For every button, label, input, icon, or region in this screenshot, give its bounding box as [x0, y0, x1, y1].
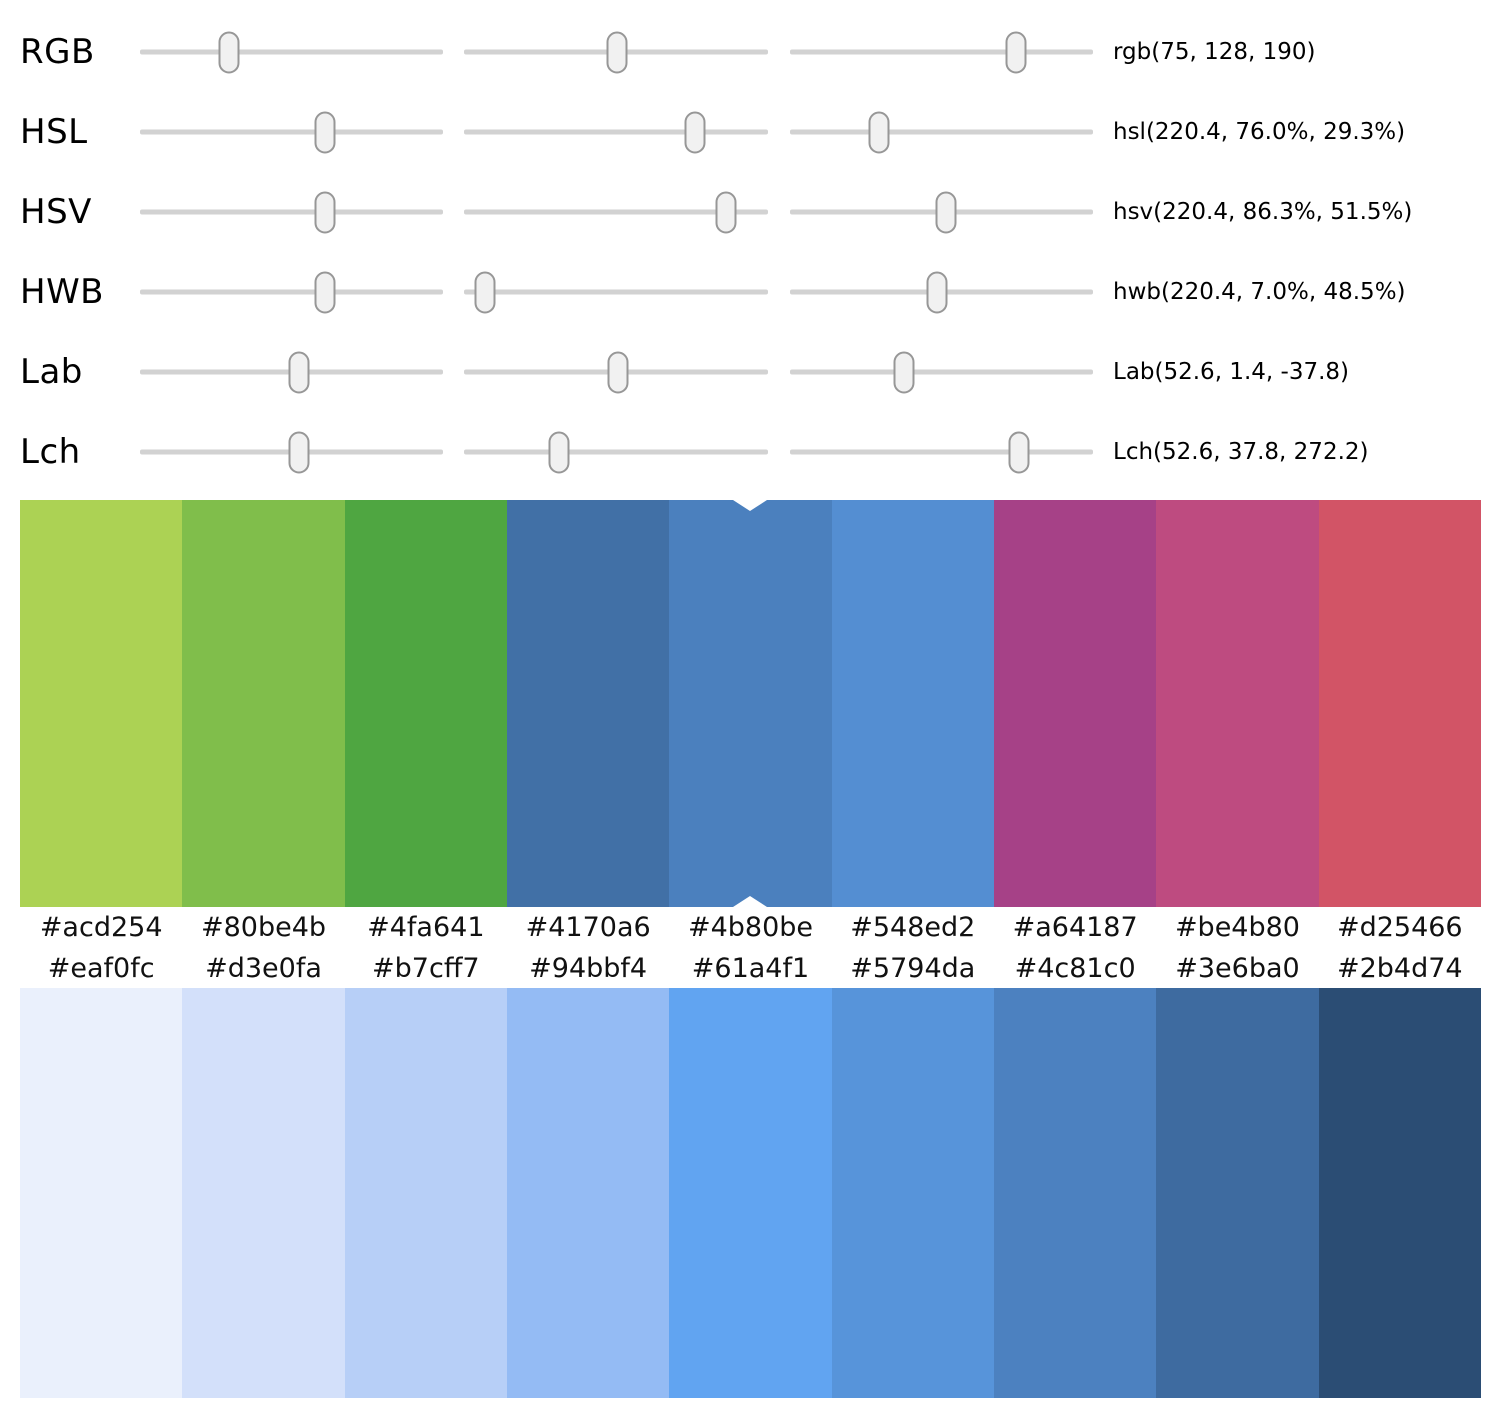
- scale-swatch[interactable]: [506, 500, 670, 907]
- scale-swatch[interactable]: [182, 500, 345, 907]
- swatch-hex-label: #b7cff7: [372, 952, 480, 984]
- swatch-hex-label: #4c81c0: [1014, 952, 1136, 984]
- hwb-value-readout: hwb(220.4, 7.0%, 48.5%): [1113, 279, 1406, 305]
- swatch-hex-label: #5794da: [850, 952, 976, 984]
- rgb-r-slider-thumb[interactable]: [218, 31, 240, 73]
- rgb-b-slider-track[interactable]: [790, 31, 1093, 73]
- scale-swatch[interactable]: [831, 500, 994, 907]
- hsv-h-slider-track[interactable]: [140, 191, 443, 233]
- hsv-h-slider-thumb[interactable]: [314, 191, 336, 233]
- hsv-v-slider-thumb[interactable]: [935, 191, 957, 233]
- colorspace-sliders-panel: RGB rgb(75, 128, 190) HSL hsl(220.4, 76.…: [0, 12, 1501, 492]
- lab-l-slider-track[interactable]: [140, 351, 443, 393]
- colorspace-label: HSL: [20, 112, 88, 152]
- colorspace-label: RGB: [20, 32, 95, 72]
- scale-swatch[interactable]: [993, 500, 1157, 907]
- selection-marker-top-icon: [733, 500, 768, 511]
- slider-row-lch: Lch Lch(52.6, 37.8, 272.2): [0, 412, 1501, 492]
- shade-swatch[interactable]: [344, 988, 507, 1398]
- swatch-hex-label: #548ed2: [850, 912, 976, 943]
- shade-swatch[interactable]: [20, 988, 183, 1398]
- hsv-s-slider-track[interactable]: [464, 191, 768, 233]
- rgb-b-slider-thumb[interactable]: [1005, 31, 1027, 73]
- shades-hex-labels: #eaf0fc #d3e0fa #b7cff7 #94bbf4 #61a4f1 …: [20, 948, 1481, 988]
- slider-row-rgb: RGB rgb(75, 128, 190): [0, 12, 1501, 92]
- swatch-hex-label: #d25466: [1336, 912, 1463, 943]
- lch-c-slider-track[interactable]: [464, 431, 768, 473]
- swatch-hex-label: #3e6ba0: [1175, 952, 1300, 984]
- hsv-v-slider-track[interactable]: [790, 191, 1093, 233]
- lch-value-readout: Lch(52.6, 37.8, 272.2): [1113, 439, 1369, 465]
- swatch-hex-label: #4fa641: [367, 912, 485, 943]
- hsv-value-readout: hsv(220.4, 86.3%, 51.5%): [1113, 199, 1413, 225]
- swatch-hex-label: #eaf0fc: [47, 952, 155, 984]
- lab-a-slider-track[interactable]: [464, 351, 768, 393]
- hue-scale-palette: [20, 500, 1481, 907]
- lch-h-slider-track[interactable]: [790, 431, 1093, 473]
- colorspace-label: Lch: [20, 432, 81, 472]
- swatch-hex-label: #4b80be: [687, 912, 813, 943]
- rgb-g-slider-track[interactable]: [464, 31, 768, 73]
- rgb-g-slider-thumb[interactable]: [606, 31, 628, 73]
- slider-row-hsv: HSV hsv(220.4, 86.3%, 51.5%): [0, 172, 1501, 252]
- hsl-value-readout: hsl(220.4, 76.0%, 29.3%): [1113, 119, 1406, 145]
- lch-c-slider-thumb[interactable]: [548, 431, 570, 473]
- lab-l-slider-thumb[interactable]: [288, 351, 310, 393]
- selection-marker-bottom-icon: [733, 896, 768, 907]
- slider-row-lab: Lab Lab(52.6, 1.4, -37.8): [0, 332, 1501, 412]
- swatch-hex-label: #94bbf4: [529, 952, 648, 984]
- hsl-h-slider-thumb[interactable]: [314, 111, 336, 153]
- hwb-w-slider-track[interactable]: [464, 271, 768, 313]
- hsl-h-slider-track[interactable]: [140, 111, 443, 153]
- hwb-b-slider-track[interactable]: [790, 271, 1093, 313]
- swatch-hex-label: #d3e0fa: [205, 952, 322, 984]
- shade-swatch[interactable]: [669, 988, 832, 1398]
- slider-row-hsl: HSL hsl(220.4, 76.0%, 29.3%): [0, 92, 1501, 172]
- lab-b-slider-track[interactable]: [790, 351, 1093, 393]
- hwb-b-slider-thumb[interactable]: [926, 271, 948, 313]
- hsv-s-slider-thumb[interactable]: [715, 191, 737, 233]
- lab-value-readout: Lab(52.6, 1.4, -37.8): [1113, 359, 1349, 385]
- shade-swatch[interactable]: [831, 988, 994, 1398]
- swatch-hex-label: #61a4f1: [691, 952, 810, 984]
- shade-swatch[interactable]: [506, 988, 670, 1398]
- colorspace-label: HSV: [20, 192, 92, 232]
- colorspace-label: HWB: [20, 272, 105, 312]
- lch-l-slider-thumb[interactable]: [288, 431, 310, 473]
- scale-swatch[interactable]: [1156, 500, 1319, 907]
- shade-swatch[interactable]: [1156, 988, 1319, 1398]
- hwb-h-slider-thumb[interactable]: [314, 271, 336, 313]
- rgb-value-readout: rgb(75, 128, 190): [1113, 39, 1316, 65]
- rgb-r-slider-track[interactable]: [140, 31, 443, 73]
- hwb-h-slider-track[interactable]: [140, 271, 443, 313]
- lch-h-slider-thumb[interactable]: [1008, 431, 1030, 473]
- scale-swatch[interactable]: [344, 500, 507, 907]
- swatch-hex-label: #2b4d74: [1336, 952, 1463, 984]
- swatch-hex-label: #a64187: [1012, 912, 1138, 943]
- tints-shades-palette: [20, 988, 1481, 1398]
- shade-swatch[interactable]: [1318, 988, 1481, 1398]
- swatch-hex-label: #acd254: [39, 912, 163, 943]
- colorspace-label: Lab: [20, 352, 83, 392]
- lab-a-slider-thumb[interactable]: [607, 351, 629, 393]
- swatch-hex-label: #80be4b: [200, 912, 327, 943]
- hsl-s-slider-thumb[interactable]: [684, 111, 706, 153]
- shade-swatch[interactable]: [182, 988, 345, 1398]
- scale-hex-labels: #acd254 #80be4b #4fa641 #4170a6 #4b80be …: [20, 907, 1481, 948]
- slider-row-hwb: HWB hwb(220.4, 7.0%, 48.5%): [0, 252, 1501, 332]
- swatch-hex-label: #be4b80: [1174, 912, 1300, 943]
- hsl-s-slider-track[interactable]: [464, 111, 768, 153]
- lch-l-slider-track[interactable]: [140, 431, 443, 473]
- hsl-l-slider-thumb[interactable]: [868, 111, 890, 153]
- hsl-l-slider-track[interactable]: [790, 111, 1093, 153]
- scale-swatch-selected[interactable]: [669, 500, 832, 907]
- lab-b-slider-thumb[interactable]: [893, 351, 915, 393]
- shade-swatch[interactable]: [993, 988, 1157, 1398]
- hwb-w-slider-thumb[interactable]: [474, 271, 496, 313]
- swatch-hex-label: #4170a6: [525, 912, 651, 943]
- scale-swatch[interactable]: [20, 500, 183, 907]
- scale-swatch[interactable]: [1318, 500, 1481, 907]
